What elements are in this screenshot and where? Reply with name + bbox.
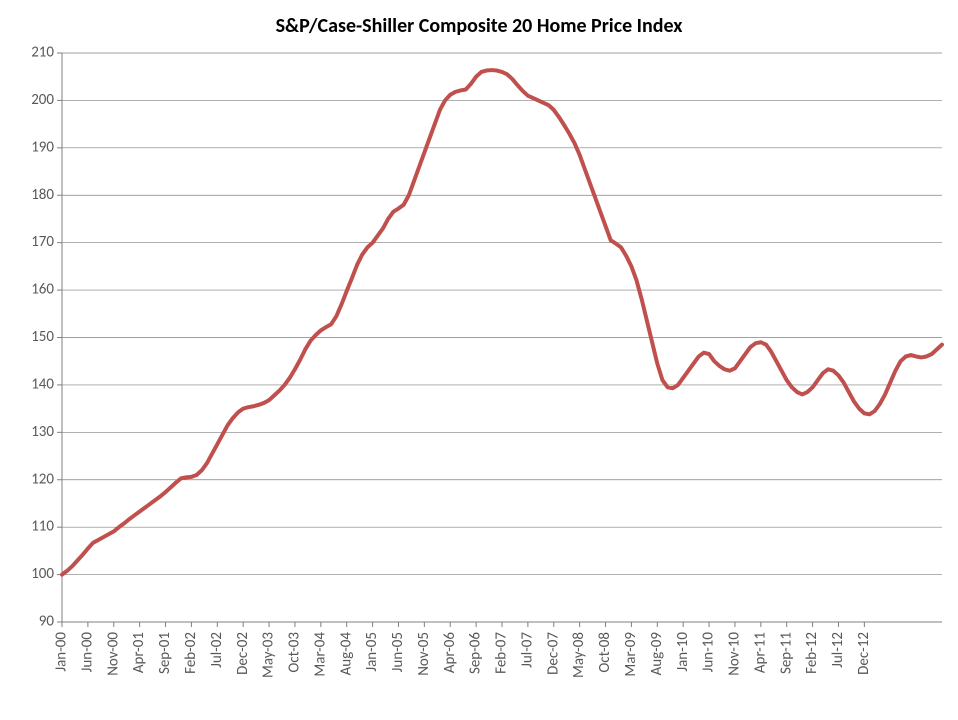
svg-text:170: 170 xyxy=(31,233,54,251)
svg-text:Apr-11: Apr-11 xyxy=(751,632,769,673)
svg-text:190: 190 xyxy=(31,138,54,156)
svg-text:Apr-01: Apr-01 xyxy=(130,632,148,673)
svg-text:Feb-02: Feb-02 xyxy=(182,632,200,674)
svg-text:Nov-05: Nov-05 xyxy=(415,632,433,676)
svg-text:May-08: May-08 xyxy=(570,632,588,678)
svg-text:200: 200 xyxy=(31,91,54,109)
svg-text:Feb-12: Feb-12 xyxy=(803,632,821,674)
svg-text:160: 160 xyxy=(31,281,54,299)
svg-text:Feb-07: Feb-07 xyxy=(493,632,511,674)
svg-text:Dec-07: Dec-07 xyxy=(544,632,562,675)
svg-text:130: 130 xyxy=(31,423,54,441)
svg-text:Jul-02: Jul-02 xyxy=(208,632,226,668)
svg-text:Aug-09: Aug-09 xyxy=(648,632,666,676)
svg-text:Aug-04: Aug-04 xyxy=(337,632,355,676)
svg-text:Oct-03: Oct-03 xyxy=(286,632,304,673)
svg-text:110: 110 xyxy=(31,518,54,536)
svg-text:100: 100 xyxy=(31,565,54,583)
svg-text:Mar-04: Mar-04 xyxy=(311,632,329,677)
svg-text:120: 120 xyxy=(31,470,54,488)
svg-text:150: 150 xyxy=(31,328,54,346)
svg-text:Jul-07: Jul-07 xyxy=(518,632,536,668)
svg-text:Jan-10: Jan-10 xyxy=(674,632,692,672)
svg-text:Nov-00: Nov-00 xyxy=(104,632,122,676)
svg-text:140: 140 xyxy=(31,375,54,393)
chart-container: S&P/Case-Shiller Composite 20 Home Price… xyxy=(0,0,958,720)
svg-text:Jun-10: Jun-10 xyxy=(700,632,718,673)
svg-text:90: 90 xyxy=(39,613,55,631)
svg-text:Oct-08: Oct-08 xyxy=(596,632,614,673)
svg-text:Nov-10: Nov-10 xyxy=(726,632,744,676)
svg-text:Sep-01: Sep-01 xyxy=(156,632,174,674)
svg-text:Jun-00: Jun-00 xyxy=(78,632,96,673)
svg-text:180: 180 xyxy=(31,186,54,204)
svg-text:Sep-06: Sep-06 xyxy=(467,632,485,674)
svg-text:Jan-05: Jan-05 xyxy=(363,632,381,672)
svg-text:Mar-09: Mar-09 xyxy=(622,632,640,677)
svg-text:Jan-00: Jan-00 xyxy=(53,632,71,672)
svg-text:Jul-12: Jul-12 xyxy=(829,632,847,668)
series-line xyxy=(62,70,942,575)
svg-text:Apr-06: Apr-06 xyxy=(441,632,459,674)
svg-text:Jun-05: Jun-05 xyxy=(389,632,407,672)
svg-text:Dec-12: Dec-12 xyxy=(855,632,873,675)
svg-text:210: 210 xyxy=(31,44,54,62)
svg-text:Dec-02: Dec-02 xyxy=(234,632,252,675)
svg-text:May-03: May-03 xyxy=(260,632,278,678)
chart-svg: 90 100 110 120 130 140 150 160 170 180 190 200 210 Ja… xyxy=(0,0,958,720)
chart-title: S&P/Case-Shiller Composite 20 Home Price… xyxy=(0,14,958,38)
svg-text:Sep-11: Sep-11 xyxy=(777,632,795,674)
